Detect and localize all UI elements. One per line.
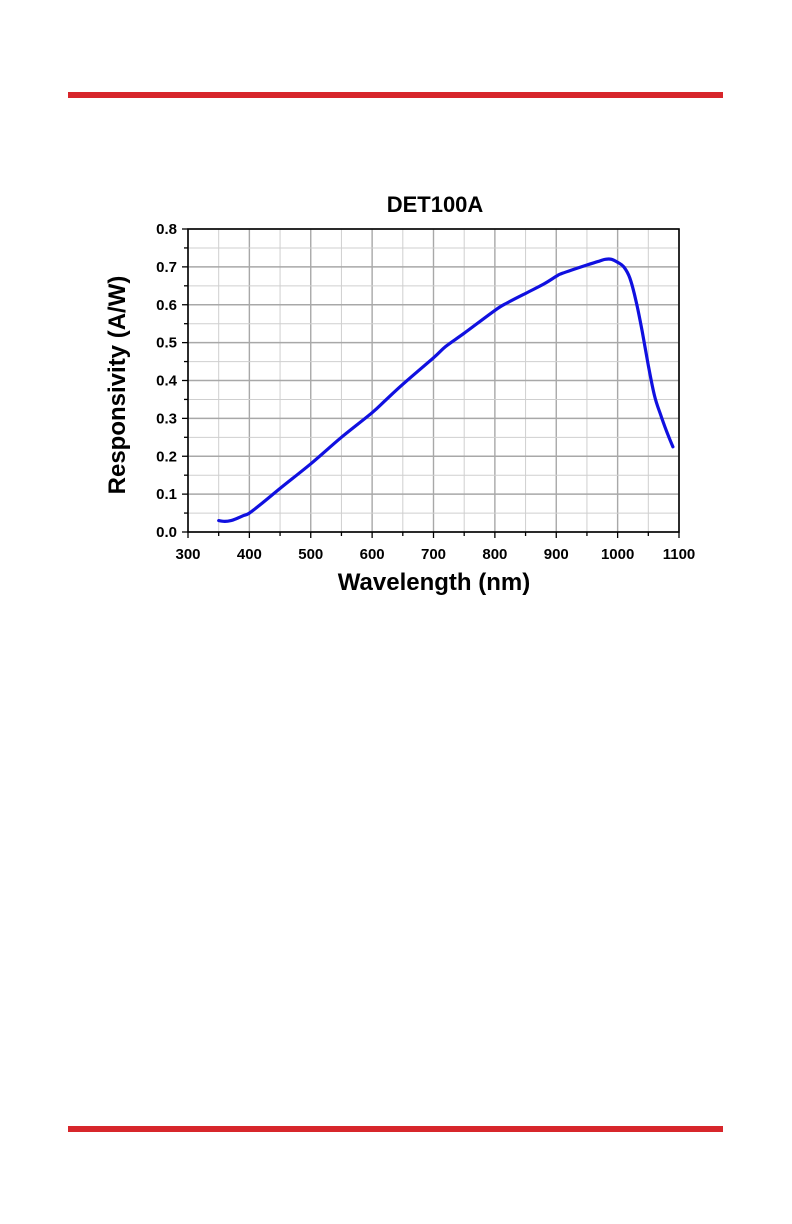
x-tick-label: 1100 [663,546,696,563]
y-axis-title: Responsivity (A/W) [104,276,131,495]
x-tick-label: 600 [360,546,385,563]
y-tick-labels: 0.0 0.1 0.2 0.3 0.4 0.5 0.6 0.7 0.8 [156,221,178,541]
y-tick-label: 0.4 [156,373,178,390]
x-tick-label: 400 [237,546,262,563]
x-tick-label: 1000 [601,546,634,563]
y-tick-label: 0.0 [156,524,177,541]
footer-rule [68,1126,723,1132]
grid [187,228,680,533]
y-tick-label: 0.3 [156,410,177,427]
axis-ticks [182,228,680,538]
x-tick-labels: 300 400 500 600 700 800 900 1000 1100 [175,546,695,563]
x-tick-label: 700 [421,546,446,563]
y-tick-label: 0.2 [156,448,177,465]
y-tick-label: 0.1 [156,486,177,503]
header-rule [68,92,723,98]
chart-title: DET100A [387,192,484,217]
x-tick-label: 300 [175,546,200,563]
x-tick-label: 500 [298,546,323,563]
y-tick-label: 0.7 [156,259,177,276]
y-tick-label: 0.8 [156,221,177,238]
x-axis-title: Wavelength (nm) [338,569,530,596]
responsivity-curve [217,257,675,523]
y-tick-label: 0.5 [156,335,177,352]
x-tick-label: 800 [482,546,507,563]
x-tick-label: 900 [544,546,569,563]
y-tick-label: 0.6 [156,297,177,314]
